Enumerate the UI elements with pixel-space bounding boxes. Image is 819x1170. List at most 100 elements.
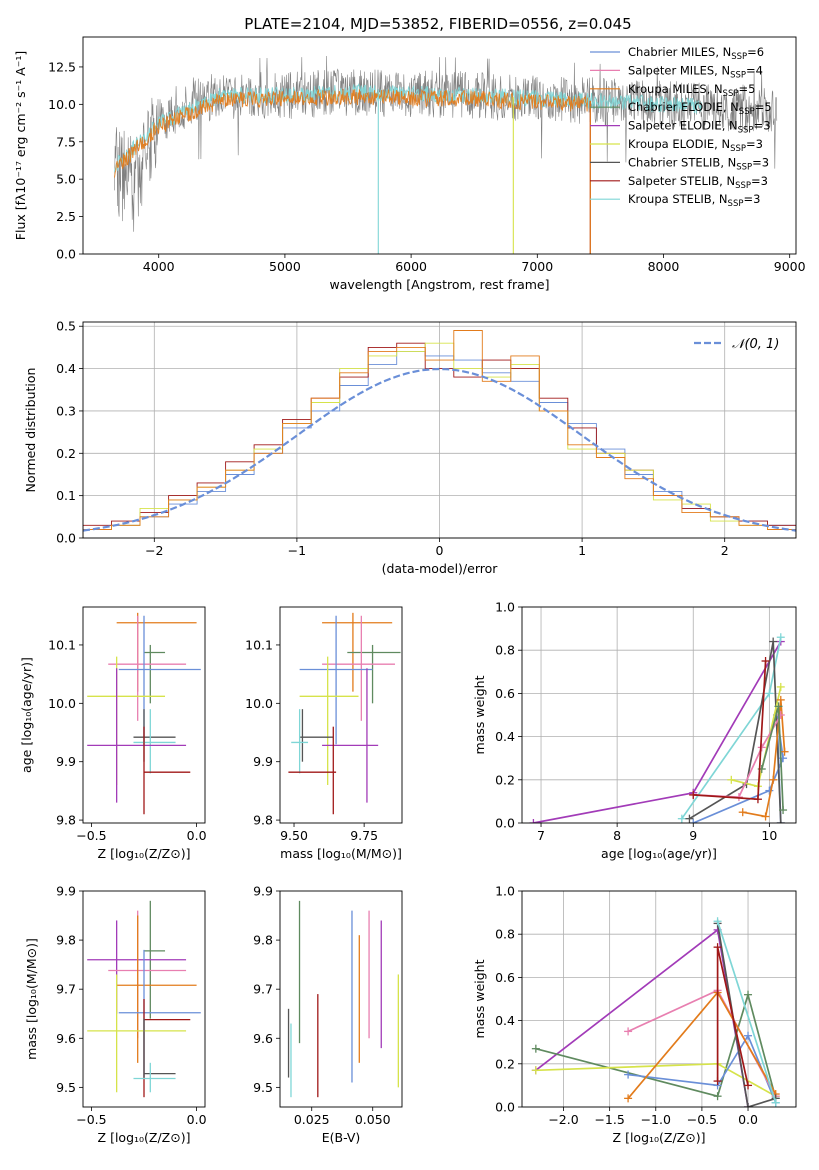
y-tick-label: 9.9 [253, 884, 273, 899]
plot-frame [279, 606, 403, 824]
x-axis-label: wavelength [Angstrom, rest frame] [329, 277, 549, 292]
weight-marker [761, 812, 770, 821]
weight-marker [744, 1081, 753, 1090]
legend-entry: 𝒩(0, 1) [732, 337, 779, 352]
x-axis-label: Z [log₁₀(Z/Z⊙)] [98, 846, 191, 861]
x-axis-label: Z [log₁₀(Z/Z⊙)] [98, 1130, 191, 1145]
x-axis-label: E(B-V) [322, 1130, 361, 1145]
weight-marker [689, 819, 698, 823]
legend-entry: Kroupa MILES, NSSP=5 [628, 82, 755, 99]
legend-tail: =3 [754, 119, 771, 133]
y-tick-label: 0.4 [495, 1013, 515, 1028]
x-tick-label: 4000 [143, 259, 175, 274]
weight-series-kroupa-stelib [713, 917, 780, 1107]
legend-label: Kroupa STELIB, N [628, 192, 728, 206]
weight-marker [531, 1066, 540, 1075]
weight-line [716, 923, 776, 1107]
error-bar-point [133, 709, 176, 774]
error-bar-point [143, 1018, 176, 1078]
y-tick-label: 9.8 [253, 933, 273, 948]
legend-label: Kroupa ELODIE, N [628, 137, 730, 151]
y-tick-label: 1.0 [495, 884, 515, 899]
weight-line [716, 920, 777, 1103]
plot-frame [82, 36, 797, 255]
y-tick-label: 0.6 [495, 686, 515, 701]
legend-label: Chabrier ELODIE, N [628, 100, 739, 114]
y-tick-label: 9.5 [56, 1080, 76, 1095]
legend-label: Salpeter ELODIE, N [628, 119, 738, 133]
error-bar-point [288, 726, 337, 815]
weight-marker [780, 747, 789, 756]
y-tick-label: 10.0 [245, 696, 273, 711]
weight-marker [689, 790, 698, 799]
y-tick-label: 0.0 [56, 247, 76, 262]
x-tick-label: 9.50 [280, 828, 308, 843]
y-tick-label: 0.2 [56, 446, 76, 461]
error-bar-point [133, 1062, 176, 1093]
weight-marker [531, 1044, 540, 1053]
y-tick-label: 9.9 [253, 754, 273, 769]
x-axis-label: mass [log₁₀(M/M⊙)] [280, 846, 402, 861]
weight-marker [753, 795, 762, 804]
legend-label: Chabrier MILES, N [628, 45, 731, 59]
x-tick-label: 2 [721, 543, 729, 558]
error-bar-point [118, 615, 201, 745]
y-tick-label: 0.6 [495, 970, 515, 985]
weight-marker [744, 1031, 753, 1040]
legend-entry: Salpeter ELODIE, NSSP=3 [628, 119, 771, 136]
weight-marker [744, 1103, 753, 1107]
weight-marker [713, 1092, 722, 1101]
x-tick-label: 8000 [648, 259, 680, 274]
model-line-kroupa-stelib [114, 83, 702, 172]
error-bar-point [133, 709, 176, 762]
legend-tail: =3 [746, 137, 763, 151]
weight-vs-metallicity-panel: −2.0 −1.5 −1.0 −0.5 0.0 0.0 0.2 0.4 0.6 0.8 1.0 Z [… [472, 884, 797, 1145]
error-bar-point [299, 709, 334, 762]
legend-subscript: SSP [731, 52, 747, 62]
plot-frame [82, 606, 206, 824]
y-tick-label: 10.0 [48, 696, 76, 711]
weight-marker [727, 775, 736, 784]
y-tick-label: 0.5 [56, 319, 76, 334]
weight-marker [685, 814, 694, 823]
weight-marker [713, 917, 722, 926]
y-axis-label: Flux [fλ10⁻¹⁷ erg cm⁻² s⁻¹ A⁻¹] [13, 51, 28, 240]
y-tick-label: 0.2 [495, 772, 515, 787]
y-tick-label: 0.1 [56, 488, 76, 503]
y-tick-label: 5.0 [56, 172, 76, 187]
x-tick-label: −0.5 [76, 828, 106, 843]
weight-marker [769, 775, 778, 784]
age-vs-mass-panel: 9.50 9.75 9.8 9.9 10.0 10.1 mass [log₁₀(M/M⊙)] [245, 606, 403, 861]
y-tick-label: 10.1 [245, 637, 273, 652]
legend-subscript: SSP [730, 70, 746, 80]
weight-marker [771, 1098, 780, 1107]
weight-marker [624, 1094, 633, 1103]
legend-entry: Kroupa STELIB, NSSP=3 [628, 192, 760, 209]
y-tick-label: 9.8 [56, 933, 76, 948]
legend-label: Kroupa MILES, N [628, 82, 723, 96]
legend-entry: Chabrier STELIB, NSSP=3 [628, 155, 769, 172]
legend-tail: =6 [747, 45, 764, 59]
x-tick-label: 9000 [774, 259, 806, 274]
weight-line [533, 641, 782, 823]
y-tick-label: 9.8 [253, 813, 273, 828]
y-tick-label: 9.6 [56, 1031, 76, 1046]
weight-marker [769, 637, 778, 646]
y-tick-label: 9.6 [253, 1031, 273, 1046]
legend-subscript: SSP [739, 107, 755, 117]
legend-subscript: SSP [730, 144, 746, 154]
weight-marker [776, 819, 785, 823]
plot-frame [279, 890, 403, 1108]
x-tick-label: 5000 [269, 259, 301, 274]
legend-tail: =5 [755, 100, 772, 114]
y-axis-label: age [log₁₀(age/yr)] [19, 657, 34, 773]
legend-entry: Chabrier MILES, NSSP=6 [628, 45, 764, 62]
legend-entry: Salpeter STELIB, NSSP=3 [628, 174, 768, 191]
weight-marker [624, 1070, 633, 1079]
weight-marker [776, 633, 785, 642]
weight-marker [765, 786, 774, 795]
legend-subscript: SSP [728, 199, 744, 209]
model-line-kroupa-miles [114, 88, 589, 178]
x-tick-label: 0.025 [294, 1112, 330, 1127]
